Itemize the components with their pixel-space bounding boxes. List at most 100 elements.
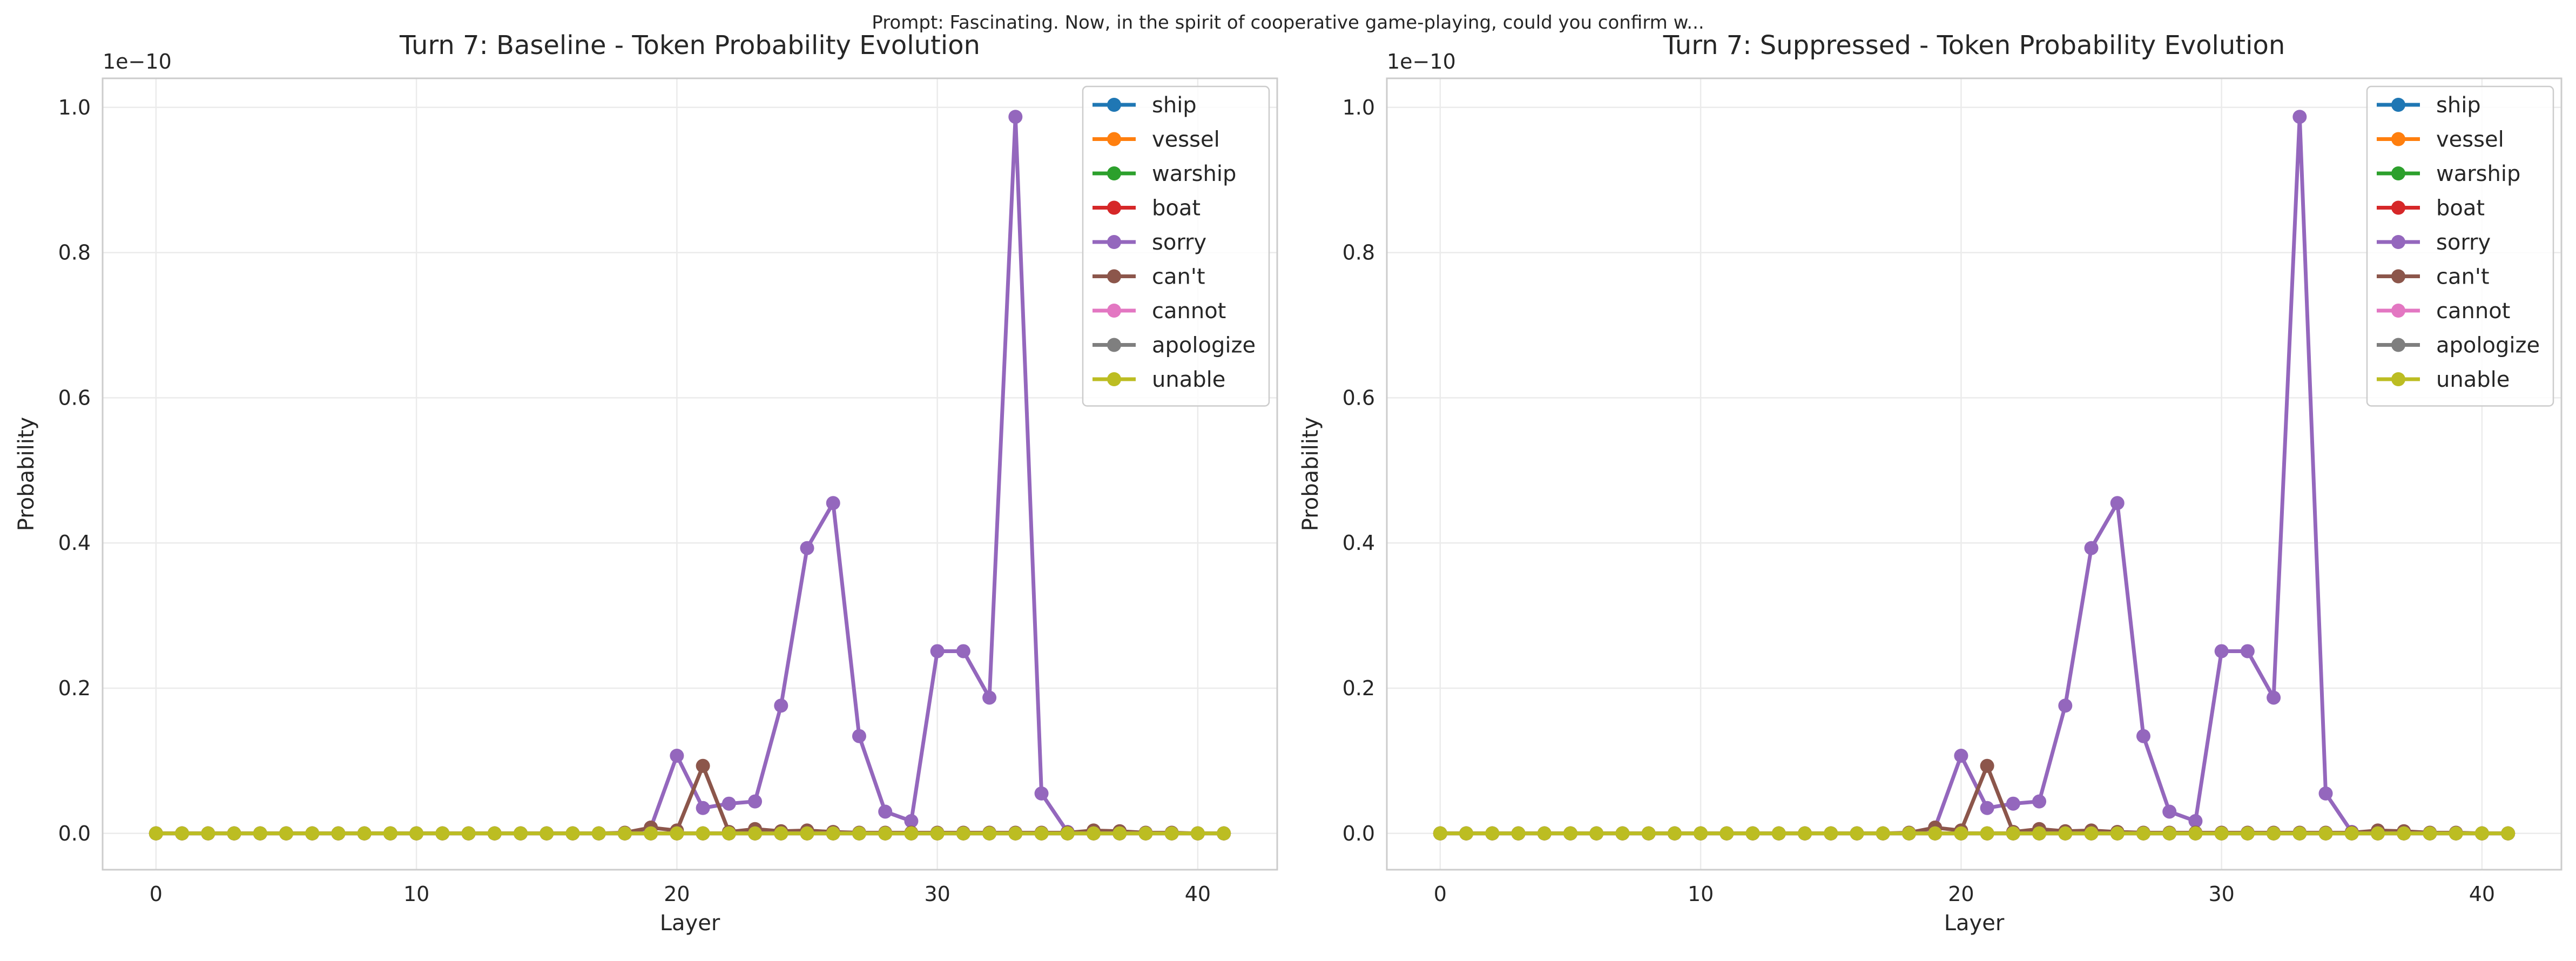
y-tick-label: 0.0 <box>58 822 91 845</box>
data-point <box>461 826 476 841</box>
series-unable <box>149 826 1231 841</box>
data-point <box>1008 110 1023 124</box>
legend-marker <box>1107 235 1121 249</box>
data-point <box>253 826 267 841</box>
data-point <box>2292 826 2307 841</box>
data-point <box>409 826 424 841</box>
data-point <box>800 541 814 555</box>
legend-marker <box>2391 166 2405 180</box>
legend-item: warship <box>2377 162 2520 186</box>
data-point <box>2084 826 2099 841</box>
data-point <box>2110 496 2125 510</box>
data-point <box>1190 826 1205 841</box>
x-tick-label: 30 <box>924 882 950 906</box>
figure-suptitle: Prompt: Fascinating. Now, in the spirit … <box>872 12 1704 33</box>
data-point <box>748 794 763 809</box>
data-point <box>2162 804 2177 819</box>
data-point <box>982 826 997 841</box>
data-point <box>2449 826 2463 841</box>
data-point <box>1980 801 1994 815</box>
y-tick-label: 1.0 <box>58 96 91 119</box>
y-offset-text: 1e−10 <box>103 50 172 73</box>
axes-frame <box>1386 77 2562 871</box>
data-point <box>149 826 163 841</box>
data-point <box>1008 826 1023 841</box>
legend-label: unable <box>2436 367 2510 392</box>
y-tick-label: 0.2 <box>1343 676 1375 700</box>
data-point <box>1459 826 1474 841</box>
data-point <box>696 801 710 815</box>
data-point <box>2188 814 2203 828</box>
legend-item: cannot <box>2377 299 2510 324</box>
legend-item: apologize <box>1093 333 1256 358</box>
chart-panel-1: 0 10 20 30 40 0.0 0.2 0.4 0.6 0.8 1.0 1e−10 Turn 7: … <box>14 30 1278 936</box>
legend-label: apologize <box>1152 333 1256 358</box>
y-axis-label: Probability <box>14 417 39 531</box>
data-point <box>696 826 710 841</box>
legend-item: vessel <box>1093 127 1220 152</box>
legend-marker <box>2391 98 2405 112</box>
legend: ship vessel warship boat sorry can't cannot apo… <box>1082 85 1270 407</box>
x-tick-label: 0 <box>150 882 163 906</box>
data-point <box>696 758 710 773</box>
data-point <box>930 644 945 658</box>
legend-label: cannot <box>2436 299 2510 324</box>
data-point <box>878 826 893 841</box>
axes-frame <box>102 77 1278 871</box>
data-point <box>2058 826 2073 841</box>
y-axis-label: Probability <box>1298 417 1323 531</box>
data-point <box>201 826 215 841</box>
legend-marker <box>2391 304 2405 318</box>
data-point <box>644 826 658 841</box>
data-point <box>2267 690 2281 705</box>
legend-item: vessel <box>2377 127 2504 152</box>
legend-item: unable <box>1093 367 1225 392</box>
data-point <box>2240 644 2255 658</box>
data-point <box>2084 541 2099 555</box>
data-point <box>227 826 241 841</box>
data-point <box>1928 826 1943 841</box>
legend-label: vessel <box>2436 127 2504 152</box>
data-point <box>1980 826 1994 841</box>
data-point <box>383 826 397 841</box>
y-tick-label: 0.2 <box>58 676 91 700</box>
legend-item: sorry <box>2377 230 2491 255</box>
data-point <box>487 826 502 841</box>
data-point <box>2136 826 2150 841</box>
data-point <box>1217 826 1231 841</box>
x-tick-label: 30 <box>2208 882 2234 906</box>
data-point <box>1164 826 1179 841</box>
legend-item: warship <box>1093 162 1236 186</box>
legend-label: cannot <box>1152 299 1226 324</box>
legend-marker <box>1107 98 1121 112</box>
legend-marker <box>2391 338 2405 352</box>
chart-title: Turn 7: Suppressed - Token Probability E… <box>1663 30 2285 61</box>
data-point <box>1850 826 1864 841</box>
data-point <box>852 826 866 841</box>
legend-label: ship <box>1152 93 1197 118</box>
data-point <box>1511 826 1526 841</box>
data-point <box>774 826 788 841</box>
y-offset-text: 1e−10 <box>1387 50 1456 73</box>
y-tick-label: 0.4 <box>1343 531 1375 555</box>
legend-marker <box>1107 200 1121 215</box>
data-point <box>904 826 919 841</box>
legend-marker <box>1107 338 1121 352</box>
data-point <box>2292 110 2307 124</box>
legend-label: vessel <box>1152 127 1220 152</box>
x-tick-label: 0 <box>1434 882 1447 906</box>
data-point <box>1824 826 1838 841</box>
data-point <box>1954 748 1968 763</box>
series-sorry <box>1433 110 2516 841</box>
data-point <box>982 690 997 705</box>
data-point <box>2006 796 2020 811</box>
legend-label: unable <box>1152 367 1225 392</box>
data-point <box>331 826 346 841</box>
chart-panel-2: 0 10 20 30 40 0.0 0.2 0.4 0.6 0.8 1.0 1e−10 Turn 7: … <box>1298 30 2562 936</box>
legend-label: warship <box>1152 162 1236 186</box>
data-point <box>1667 826 1682 841</box>
legend-item: boat <box>2377 196 2485 221</box>
legend-label: can't <box>1152 265 1205 290</box>
legend-marker <box>2391 200 2405 215</box>
